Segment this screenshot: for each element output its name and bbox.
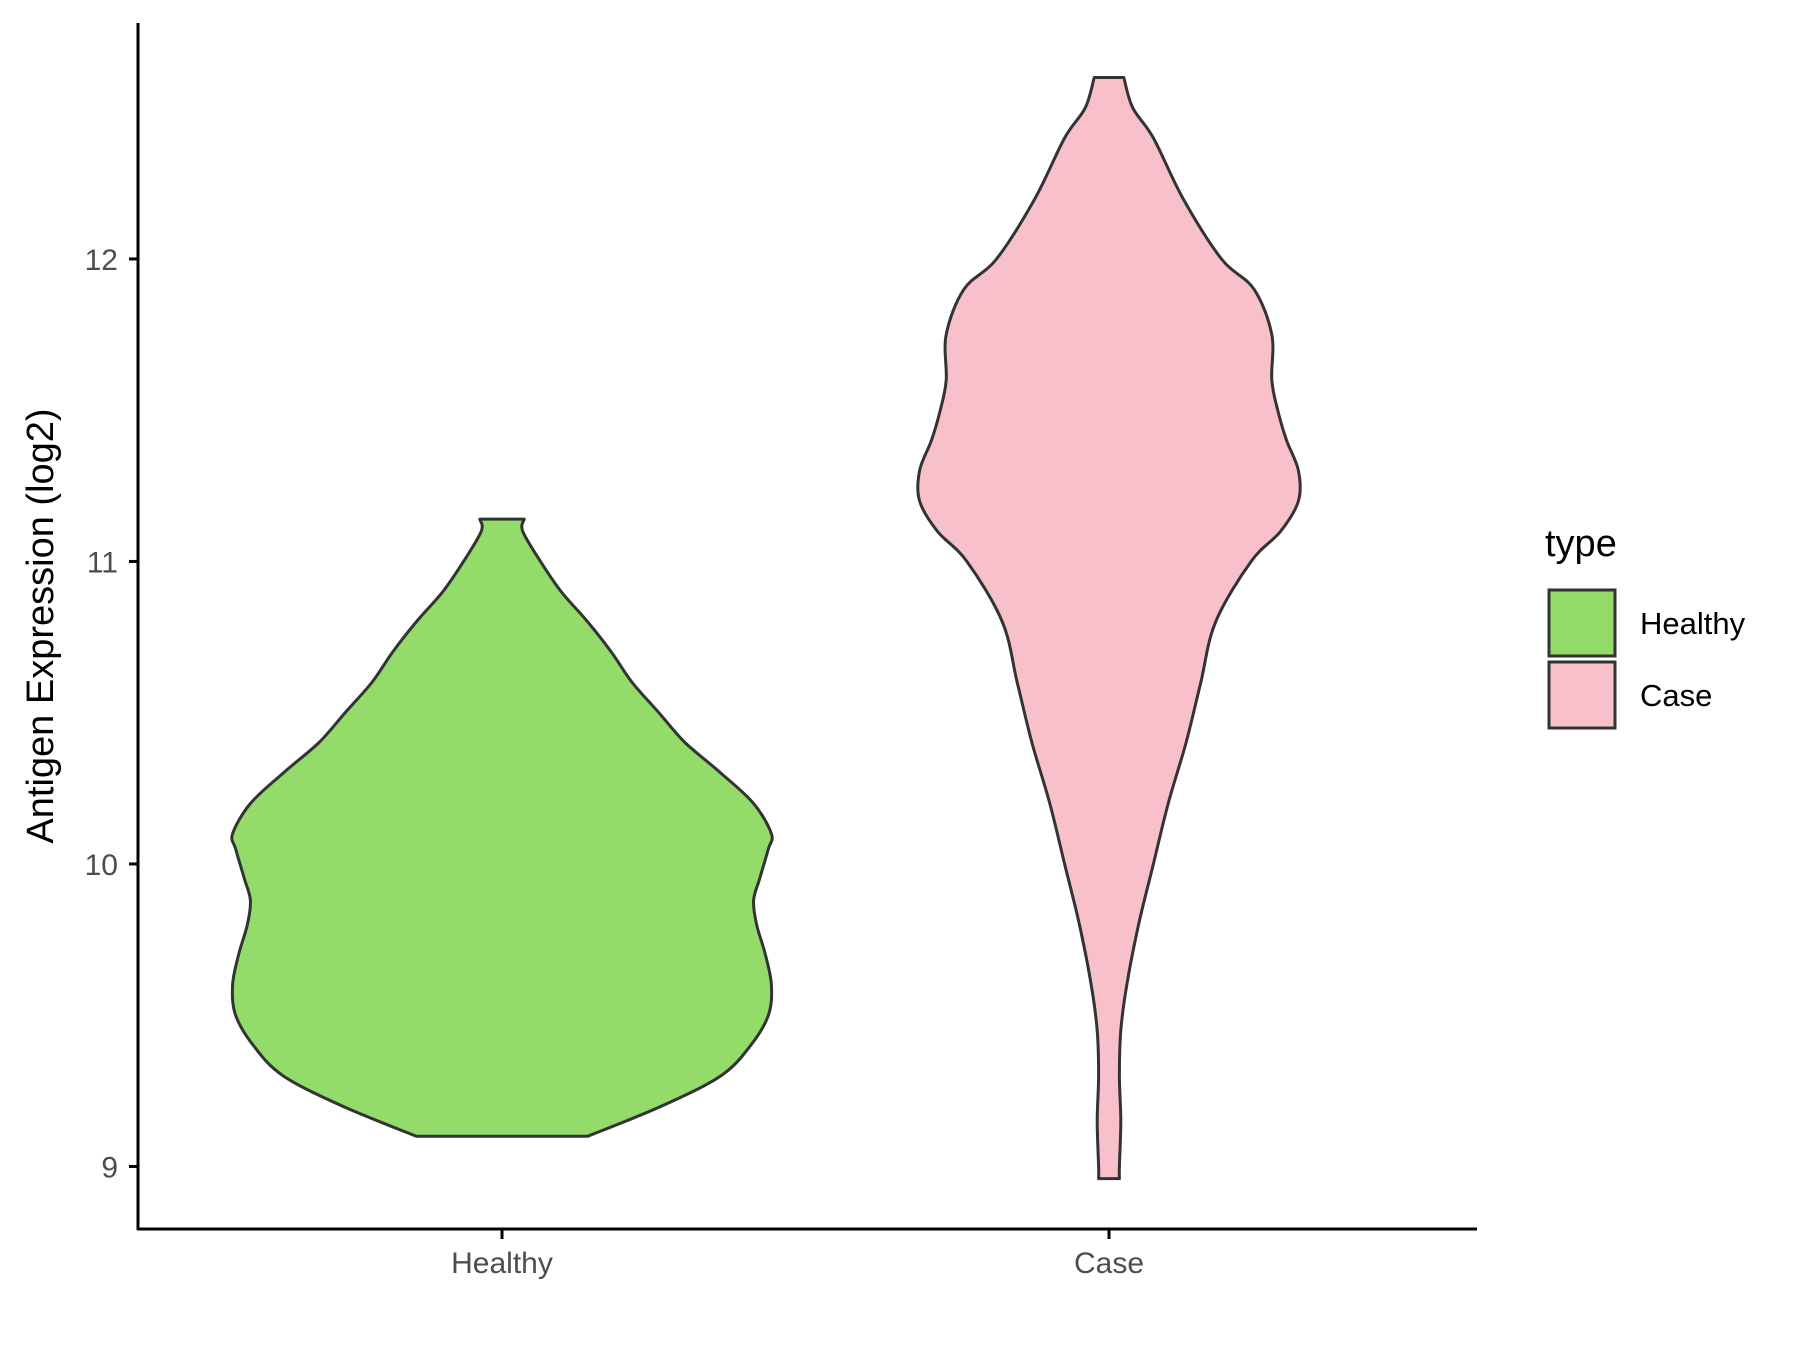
y-tick-label: 9 (101, 1151, 118, 1184)
legend-title: type (1545, 523, 1617, 565)
violin-healthy (230, 517, 774, 1138)
legend-label-case: Case (1640, 678, 1712, 713)
legend-key-healthy (1547, 588, 1617, 658)
x-tick-label: Case (1074, 1247, 1144, 1280)
legend-key-case (1547, 660, 1617, 730)
y-tick-label: 10 (85, 849, 118, 882)
x-ticks: Healthy Case (451, 1229, 1144, 1280)
violin-layer (230, 76, 1302, 1181)
axes (136, 23, 1477, 1231)
y-axis-title: Antigen Expression (log2) (20, 408, 62, 843)
violin-case (916, 76, 1302, 1181)
x-tick-label: Healthy (451, 1247, 553, 1280)
y-ticks: 9 10 11 12 (85, 244, 138, 1184)
legend: type Healthy Case (1545, 523, 1746, 730)
y-tick-label: 12 (85, 244, 118, 277)
y-tick-label: 11 (87, 546, 118, 579)
legend-label-healthy: Healthy (1640, 606, 1746, 641)
